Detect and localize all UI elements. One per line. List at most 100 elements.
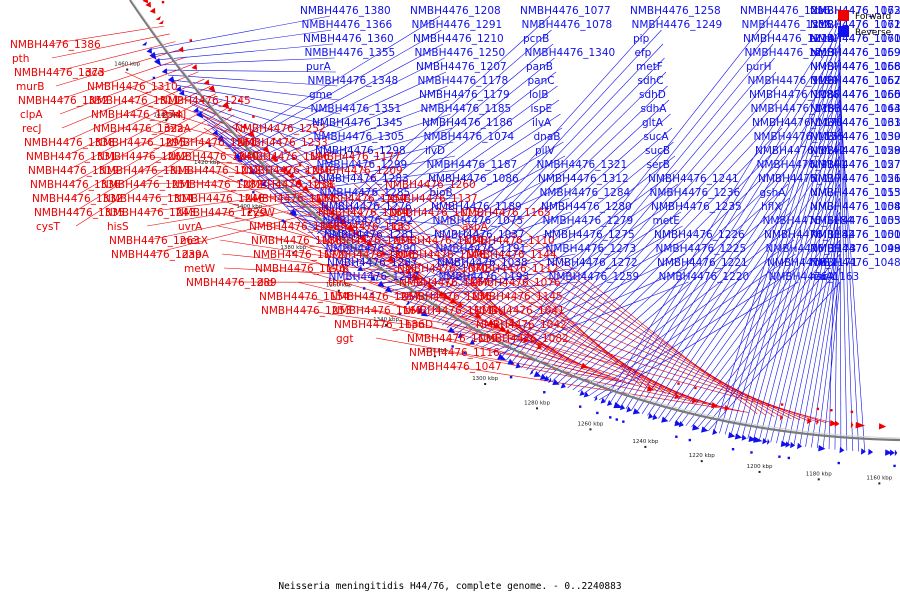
reverse-gene-arrow <box>661 416 669 423</box>
reverse-gene-arrow <box>529 369 533 376</box>
gene-connector-line <box>811 253 841 448</box>
gene-connector-line <box>828 15 841 450</box>
gene-connector-line <box>221 253 410 274</box>
kbp-tick-mark <box>644 445 647 448</box>
gene-label: NMBH4476_1159 <box>810 47 900 59</box>
gene-label: NMBH4476_1193 <box>439 271 530 283</box>
gene-label: NMBH4476_1287 <box>327 257 418 269</box>
gene-connector-line <box>422 71 667 314</box>
reverse-gene-arrow <box>552 379 560 385</box>
forward-gene-mark <box>494 309 497 312</box>
gene-label: NMBH4476_1212 <box>170 165 261 177</box>
gene-connector-line <box>787 197 841 445</box>
reverse-gene-arrow <box>196 110 204 119</box>
reverse-gene-arrow <box>217 135 225 143</box>
gene-label: NMBH4476_1113 <box>810 187 900 199</box>
reverse-legend-label: Reverse <box>855 28 892 38</box>
gene-connector-line <box>536 113 781 375</box>
gene-label: NMBH4476_1332 <box>32 193 123 205</box>
reverse-gene-arrow <box>369 275 376 281</box>
reverse-gene-arrow <box>894 449 898 457</box>
forward-gene-mark <box>830 409 833 412</box>
gene-label: NMBH4476_1186 <box>422 117 513 129</box>
forward-gene-arrow <box>365 239 374 247</box>
gene-label: NMBH4476_1121 <box>810 173 900 185</box>
gene-connector-line <box>380 225 573 285</box>
reverse-gene-mark <box>615 418 618 421</box>
gene-connector-line <box>451 155 676 332</box>
gene-label: NMBH4476_1064 <box>810 103 900 115</box>
gene-label: NMBH4476_1156 <box>810 89 900 101</box>
gene-label: NMBH4476_1256 <box>241 165 332 177</box>
gene-label: NMBH4476_1282 <box>172 179 263 191</box>
gene-label: NMBH4476_1067 <box>810 75 900 87</box>
gene-connector-line <box>417 57 665 311</box>
gene-connector-line <box>776 169 841 444</box>
forward-gene-arrow <box>203 79 210 86</box>
forward-gene-mark <box>511 318 514 322</box>
gene-label: NMBH4476_1251 <box>101 179 192 191</box>
gene-connector-line <box>501 225 766 416</box>
gene-label: hscA <box>810 271 836 283</box>
gene-connector-line <box>235 43 444 156</box>
gene-connector-line <box>201 113 342 222</box>
gene-label: NMBH4476_1075 <box>433 215 524 227</box>
gene-label: NMBH4476_1057 <box>810 159 900 171</box>
gene-label: NMBH4476_1115 <box>389 207 480 219</box>
reverse-gene-arrow <box>291 210 297 216</box>
gene-label: gshA <box>760 187 787 199</box>
kbp-tick-mark <box>817 478 820 481</box>
kbp-tick-label: 1300 kbp <box>472 376 498 382</box>
gene-connector-line <box>736 71 841 437</box>
reverse-gene-arrow <box>405 300 410 306</box>
gene-label: NMBH4476_1386 <box>10 39 101 51</box>
gene-connector-line <box>205 141 356 233</box>
gene-label: recJ <box>22 123 41 135</box>
gene-connector-line <box>61 71 199 129</box>
gene-label: murB <box>16 81 44 93</box>
gene-label: NMBH4476_1073 <box>810 5 900 17</box>
gene-label: NMBH4476_1189 <box>431 201 522 213</box>
forward-gene-arrow <box>177 46 184 53</box>
gene-label: metF <box>636 61 663 73</box>
gene-connector-line <box>747 99 841 439</box>
forward-gene-arrow <box>158 20 164 25</box>
reverse-gene-arrow <box>560 382 566 389</box>
gene-connector-line <box>67 93 217 171</box>
gene-label: NMBH4476_1180 <box>251 235 342 247</box>
gene-label: NMBH4476_1053 <box>810 215 900 227</box>
gene-connector-line <box>248 85 448 169</box>
forward-gene-arrow <box>227 107 232 112</box>
gene-connector-line <box>55 48 182 87</box>
gene-connector-line <box>363 253 587 368</box>
forward-gene-arrow <box>438 290 444 297</box>
gene-connector-line <box>450 365 749 413</box>
gene-label: NMBH4476_1144 <box>466 249 557 261</box>
gene-label: NMBH4476_1106 <box>395 249 486 261</box>
gene-connector-line <box>71 107 229 199</box>
gene-label: NMBH4476_1321 <box>537 159 628 171</box>
gene-connector-line <box>211 183 376 249</box>
gene-connector-line <box>215 132 356 255</box>
gene-label: NMBH4476_1185 <box>421 103 512 115</box>
gene-label: NMBH4476_1139 <box>407 333 498 345</box>
reverse-gene-arrow <box>236 156 243 163</box>
gene-label: NMBH4476_1191 <box>436 243 527 255</box>
gene-label: NMBH4476_1355 <box>305 47 396 59</box>
gene-label: NMBH4476_1250 <box>415 47 506 59</box>
gene-label: NMBH4476_1261 <box>166 137 257 149</box>
forward-gene-arrow <box>322 203 329 209</box>
forward-gene-mark <box>395 246 399 250</box>
gene-connector-line <box>541 127 783 378</box>
gene-label: purH <box>746 61 772 73</box>
gene-label: bioB <box>430 187 453 199</box>
gene-label: NMBH4476_1229 <box>176 207 267 219</box>
reverse-gene-arrow <box>626 406 632 413</box>
gene-label: NMBH4476_1209 <box>312 165 403 177</box>
gene-connector-line <box>816 267 841 449</box>
gene-connector-line <box>609 29 841 404</box>
forward-gene-mark <box>677 382 680 385</box>
reverse-gene-mark <box>370 292 373 296</box>
reverse-gene-mark <box>893 464 896 468</box>
gene-label: NMBH4476_1131 <box>810 117 900 129</box>
